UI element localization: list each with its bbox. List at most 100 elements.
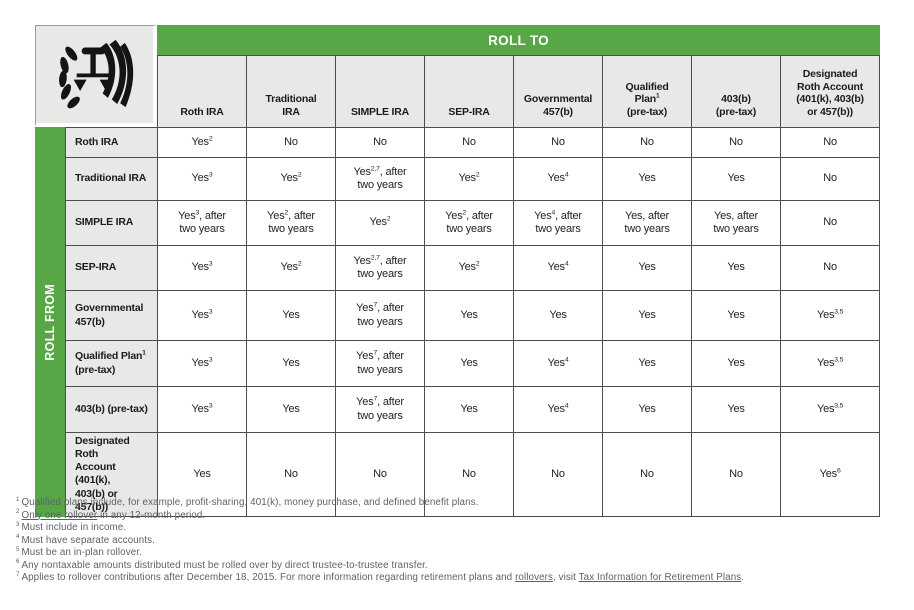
- row-header-403-b-pre-tax: 403(b) (pre-tax): [65, 386, 157, 432]
- footnote-3: 3 Must include in income.: [16, 522, 901, 535]
- cell-qualified-plan-pre-tax--simple-ira: Yes7, after two years: [335, 340, 424, 386]
- cell-403-b-pre-tax--simple-ira: Yes7, after two years: [335, 386, 424, 432]
- cell-governmental-457-b--designated-roth-account-401-: Yes3,5: [780, 290, 881, 340]
- cell-simple-ira--sep-ira: Yes2, after two years: [424, 200, 513, 245]
- cell-403-b-pre-tax--designated-roth-account-401-: Yes3,5: [780, 386, 881, 432]
- footnote-text: Must be an in-plan rollover.: [21, 547, 142, 558]
- cell-403-b-pre-tax--traditional-ira: Yes: [246, 386, 335, 432]
- cell-403-b-pre-tax--roth-ira: Yes3: [157, 386, 246, 432]
- cell-403-b-pre-tax--governmental-457-b: Yes4: [513, 386, 602, 432]
- footnote-number: 4: [16, 534, 20, 541]
- cell-qualified-plan-pre-tax--403-b-pre-tax: Yes: [691, 340, 780, 386]
- cell-roth-ira--traditional-ira: No: [246, 127, 335, 157]
- footnote-7: 7 Applies to rollover contributions after…: [16, 572, 901, 585]
- col-header-designated-roth-account-401-: Designated Roth Account (401(k), 403(b) or …: [780, 55, 881, 127]
- row-header-traditional-ira: Traditional IRA: [65, 157, 157, 200]
- cell-qualified-plan-pre-tax--designated-roth-account-401-: Yes3,5: [780, 340, 881, 386]
- footnote-number: 5: [16, 546, 20, 553]
- col-header-traditional-ira: Traditional IRA: [246, 55, 335, 127]
- cell-simple-ira--simple-ira: Yes2: [335, 200, 424, 245]
- row-header-roth-ira: Roth IRA: [65, 127, 157, 157]
- cell-simple-ira--governmental-457-b: Yes4, after two years: [513, 200, 602, 245]
- cell-simple-ira--roth-ira: Yes3, after two years: [157, 200, 246, 245]
- cell-403-b-pre-tax--qualified-plan-pre-tax: Yes: [602, 386, 691, 432]
- footnote-number: 1: [16, 496, 20, 503]
- footnote-number: 2: [16, 509, 20, 516]
- row-header-designated-roth-account-401-: Designated Roth Account (401(k), 403(b) or…: [65, 432, 157, 517]
- cell-designated-roth-account-401---governmental-457-b: No: [513, 432, 602, 517]
- cell-designated-roth-account-401---qualified-plan-pre-tax: No: [602, 432, 691, 517]
- col-header-403-b-pre-tax: 403(b) (pre-tax): [691, 55, 780, 127]
- cell-designated-roth-account-401---403-b-pre-tax: No: [691, 432, 780, 517]
- roll-to-label: ROLL TO: [488, 32, 549, 48]
- irs-logo-cell: [35, 25, 157, 127]
- col-header-sep-ira: SEP-IRA: [424, 55, 513, 127]
- col-header-governmental-457-b: Governmental 457(b): [513, 55, 602, 127]
- cell-roth-ira--qualified-plan-pre-tax: No: [602, 127, 691, 157]
- rollover-table: ROLL TO Roth IRA Traditional IRA SIMPLE IRA…: [35, 25, 881, 517]
- cell-sep-ira--traditional-ira: Yes2: [246, 245, 335, 290]
- cell-403-b-pre-tax--403-b-pre-tax: Yes: [691, 386, 780, 432]
- col-header-qualified-plan-pre-tax: Qualified Plan1 (pre-tax): [602, 55, 691, 127]
- footnote-text: Any nontaxable amounts distributed must …: [21, 559, 428, 571]
- cell-traditional-ira--simple-ira: Yes2,7, after two years: [335, 157, 424, 200]
- cell-roth-ira--simple-ira: No: [335, 127, 424, 157]
- cell-roth-ira--403-b-pre-tax: No: [691, 127, 780, 157]
- cell-traditional-ira--traditional-ira: Yes2: [246, 157, 335, 200]
- footnote-4: 4 Must have separate accounts.: [16, 534, 901, 548]
- irs-eagle-logo: [58, 39, 133, 108]
- cell-qualified-plan-pre-tax--governmental-457-b: Yes4: [513, 340, 602, 386]
- cell-traditional-ira--qualified-plan-pre-tax: Yes: [602, 157, 691, 200]
- cell-governmental-457-b--403-b-pre-tax: Yes: [691, 290, 780, 340]
- footnote-6: 6 Any nontaxable amounts distributed must…: [16, 559, 901, 573]
- cell-governmental-457-b--traditional-ira: Yes: [246, 290, 335, 340]
- roll-to-banner: ROLL TO: [157, 25, 881, 55]
- cell-sep-ira--403-b-pre-tax: Yes: [691, 245, 780, 290]
- row-header-simple-ira: SIMPLE IRA: [65, 200, 157, 245]
- row-header-governmental-457-b: Governmental 457(b): [65, 290, 157, 340]
- cell-sep-ira--sep-ira: Yes2: [424, 245, 513, 290]
- cell-sep-ira--simple-ira: Yes2,7, after two years: [335, 245, 424, 290]
- cell-designated-roth-account-401---roth-ira: Yes: [157, 432, 246, 517]
- footnote-link[interactable]: rollovers: [515, 572, 553, 583]
- cell-traditional-ira--403-b-pre-tax: Yes: [691, 157, 780, 200]
- col-header-simple-ira: SIMPLE IRA: [335, 55, 424, 127]
- cell-designated-roth-account-401---traditional-ira: No: [246, 432, 335, 517]
- cell-qualified-plan-pre-tax--roth-ira: Yes3: [157, 340, 246, 386]
- footnote-text: , visit: [552, 572, 579, 583]
- cell-sep-ira--roth-ira: Yes3: [157, 245, 246, 290]
- footnote-text: Qualified plans include, for example, pr…: [21, 497, 479, 508]
- footnote-number: 6: [16, 559, 20, 566]
- cell-roth-ira--designated-roth-account-401-: No: [780, 127, 881, 157]
- cell-governmental-457-b--qualified-plan-pre-tax: Yes: [602, 290, 691, 340]
- cell-governmental-457-b--governmental-457-b: Yes: [513, 290, 602, 340]
- col-header-roth-ira: Roth IRA: [157, 55, 246, 127]
- roll-from-banner: ROLL FROM: [35, 127, 65, 517]
- cell-governmental-457-b--sep-ira: Yes: [424, 290, 513, 340]
- footnote-text: Applies to rollover contributions after …: [21, 572, 516, 583]
- cell-sep-ira--governmental-457-b: Yes4: [513, 245, 602, 290]
- footnote-text: in any 12-month period.: [97, 509, 206, 521]
- cell-simple-ira--403-b-pre-tax: Yes, after two years: [691, 200, 780, 245]
- footnote-link[interactable]: Only one rollover: [21, 509, 98, 521]
- cell-qualified-plan-pre-tax--sep-ira: Yes: [424, 340, 513, 386]
- cell-traditional-ira--designated-roth-account-401-: No: [780, 157, 881, 200]
- cell-designated-roth-account-401---designated-roth-account-401-: Yes6: [780, 432, 881, 517]
- cell-qualified-plan-pre-tax--qualified-plan-pre-tax: Yes: [602, 340, 691, 386]
- cell-roth-ira--sep-ira: No: [424, 127, 513, 157]
- footnote-text: Must have separate accounts.: [21, 534, 155, 546]
- cell-traditional-ira--roth-ira: Yes3: [157, 157, 246, 200]
- cell-simple-ira--qualified-plan-pre-tax: Yes, after two years: [602, 200, 691, 245]
- cell-roth-ira--governmental-457-b: No: [513, 127, 602, 157]
- cell-traditional-ira--sep-ira: Yes2: [424, 157, 513, 200]
- cell-simple-ira--designated-roth-account-401-: No: [780, 200, 881, 245]
- cell-simple-ira--traditional-ira: Yes2, after two years: [246, 200, 335, 245]
- footnote-1: 1 Qualified plans include, for example, p…: [16, 497, 901, 510]
- row-header-qualified-plan-pre-tax: Qualified Plan1 (pre-tax): [65, 340, 157, 386]
- cell-designated-roth-account-401---simple-ira: No: [335, 432, 424, 517]
- cell-sep-ira--designated-roth-account-401-: No: [780, 245, 881, 290]
- footnote-link[interactable]: Tax Information for Retirement Plans: [578, 572, 742, 583]
- cell-governmental-457-b--roth-ira: Yes3: [157, 290, 246, 340]
- roll-from-label: ROLL FROM: [43, 283, 57, 361]
- cell-roth-ira--roth-ira: Yes2: [157, 127, 246, 157]
